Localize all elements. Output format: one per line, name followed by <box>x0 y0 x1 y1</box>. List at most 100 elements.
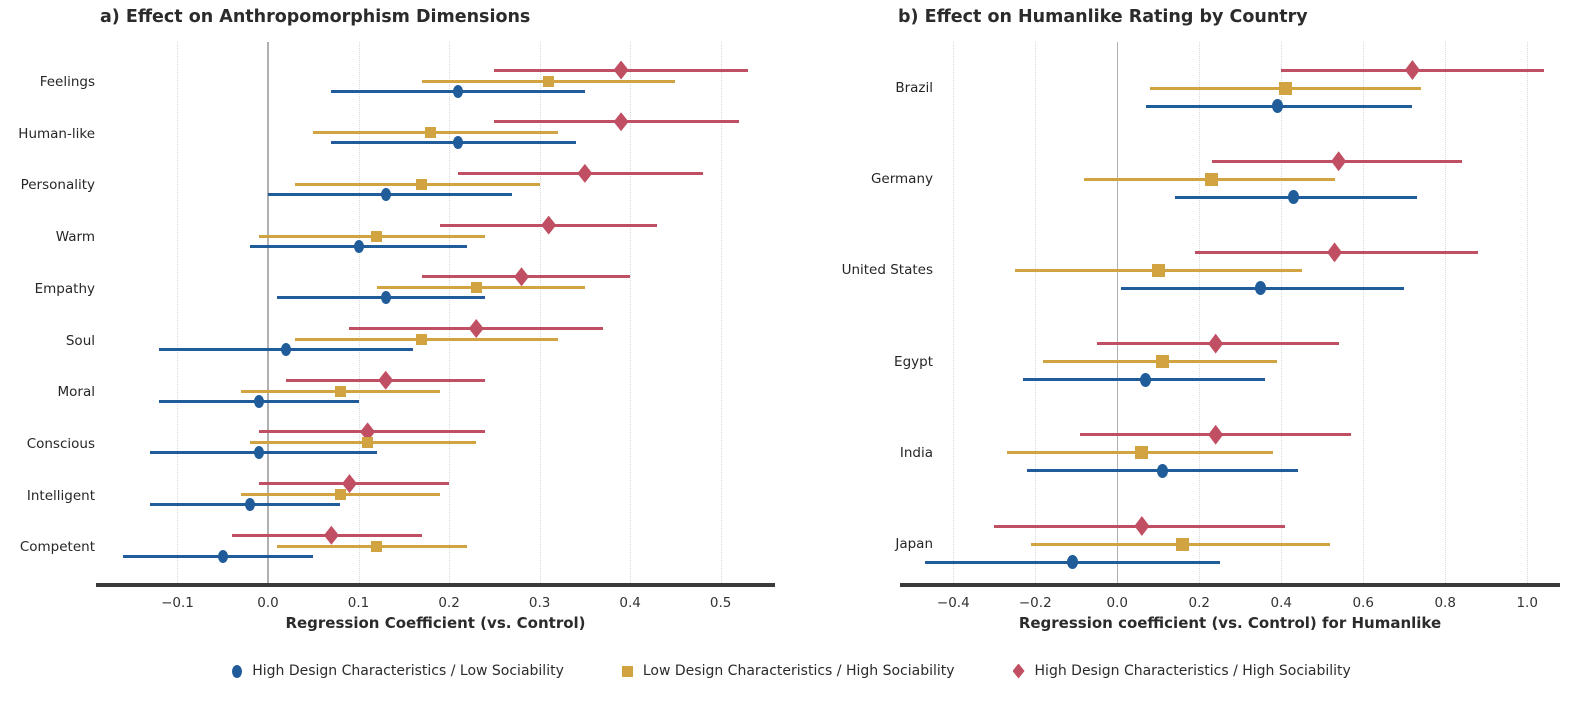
circle-data-marker <box>1066 555 1078 569</box>
circle-data-marker <box>253 446 264 460</box>
circle-data-marker <box>1255 281 1267 296</box>
gridline <box>1281 42 1283 585</box>
x-tick-label: 0.4 <box>619 595 641 611</box>
zero-reference-line <box>1116 42 1119 585</box>
gridline <box>630 42 632 585</box>
x-tick-label: 0.5 <box>709 595 732 611</box>
circle-data-marker <box>380 187 391 201</box>
circle-data-marker <box>281 343 292 356</box>
category-label: Intelligent <box>26 487 95 504</box>
legend-item-low-design-high-sociability: Low Design Characteristics / High Sociab… <box>621 663 955 679</box>
legend-item-high-design-low-sociability: High Design Characteristics / Low Sociab… <box>232 663 564 679</box>
x-tick-label: 0.0 <box>257 595 279 611</box>
square-data-marker <box>371 230 383 242</box>
x-axis-spine <box>900 583 1560 587</box>
diamond-data-marker <box>577 163 593 183</box>
panel-b-xaxis-title: Regression coefficient (vs. Control) for… <box>1018 614 1442 632</box>
legend: High Design Characteristics / Low Sociab… <box>0 663 1583 679</box>
x-tick-label: 0.0 <box>1106 595 1128 611</box>
gridline <box>1035 42 1037 585</box>
x-tick-label: 0.2 <box>438 595 460 611</box>
diamond-data-marker <box>378 370 394 390</box>
square-data-marker <box>1176 537 1190 551</box>
square-data-marker <box>543 75 555 87</box>
square-data-marker <box>470 282 482 294</box>
gridline <box>539 42 541 585</box>
gridline <box>1445 42 1447 585</box>
circle-data-marker <box>1156 463 1168 478</box>
circle-data-marker <box>217 549 228 563</box>
square-data-marker <box>1278 81 1292 95</box>
zero-reference-line <box>267 42 269 585</box>
category-label: Empathy <box>34 280 95 297</box>
panel-a-xaxis-title: Regression Coefficient (vs. Control) <box>285 614 586 632</box>
diamond-data-marker <box>541 215 557 235</box>
square-data-marker <box>371 540 383 552</box>
category-label: Japan <box>895 536 933 552</box>
circle-data-marker <box>244 498 255 512</box>
circle-data-marker <box>1288 190 1300 205</box>
square-data-marker <box>425 127 437 139</box>
diamond-data-marker <box>1134 516 1150 536</box>
square-marker-icon <box>621 665 633 677</box>
square-data-marker <box>1205 172 1219 186</box>
category-label: Germany <box>870 171 933 188</box>
category-label: Conscious <box>26 435 95 452</box>
gridline <box>358 42 360 585</box>
square-data-marker <box>416 334 428 345</box>
circle-data-marker <box>1140 372 1152 387</box>
square-data-marker <box>1151 263 1165 277</box>
category-label: Egypt <box>894 353 933 370</box>
circle-data-marker <box>353 239 364 253</box>
gridline <box>177 42 179 585</box>
category-label: Human-like <box>18 125 95 142</box>
diamond-data-marker <box>613 60 629 80</box>
diamond-data-marker <box>1208 333 1224 354</box>
circle-data-marker <box>1271 99 1283 113</box>
diamond-data-marker <box>468 319 484 338</box>
x-tick-label: 0.3 <box>528 595 551 611</box>
square-data-marker <box>1135 446 1149 460</box>
x-tick-label: 1.0 <box>1516 595 1538 611</box>
panel-b-title: b) Effect on Humanlike Rating by Country <box>898 7 1308 27</box>
diamond-marker-icon <box>1012 663 1025 679</box>
diamond-data-marker <box>323 525 339 545</box>
category-label: Soul <box>65 332 95 349</box>
circle-data-marker <box>253 394 264 408</box>
square-data-marker <box>416 178 428 190</box>
x-tick-label: 0.2 <box>1188 595 1210 611</box>
diamond-data-marker <box>1327 242 1343 263</box>
x-tick-label: −0.4 <box>936 595 970 611</box>
gridline <box>720 42 722 585</box>
diamond-data-marker <box>1331 151 1347 172</box>
category-label: Feelings <box>39 74 95 90</box>
diamond-data-marker <box>1208 424 1224 445</box>
circle-data-marker <box>380 291 391 305</box>
gridline <box>1199 42 1201 585</box>
square-data-marker <box>362 437 374 449</box>
category-label: Moral <box>57 384 95 401</box>
category-label: India <box>899 444 933 461</box>
diamond-data-marker <box>1404 60 1420 80</box>
diamond-data-marker <box>514 267 529 287</box>
circle-data-marker <box>453 84 464 98</box>
gridline <box>449 42 451 585</box>
gridline <box>1363 42 1365 585</box>
circle-data-marker <box>453 136 464 150</box>
diamond-data-marker <box>360 422 376 442</box>
legend-item-high-design-high-sociability: High Design Characteristics / High Socia… <box>1012 663 1351 679</box>
x-tick-label: 0.6 <box>1352 595 1374 611</box>
x-tick-label: −0.2 <box>1018 595 1052 611</box>
category-label: Warm <box>55 229 95 246</box>
diamond-data-marker <box>341 474 357 494</box>
diamond-data-marker <box>613 112 629 132</box>
panel-a-title: a) Effect on Anthropomorphism Dimensions <box>100 7 531 27</box>
square-data-marker <box>1155 355 1169 369</box>
legend-label: Low Design Characteristics / High Sociab… <box>642 663 955 679</box>
x-tick-label: 0.1 <box>347 595 370 611</box>
legend-label: High Design Characteristics / Low Sociab… <box>252 663 564 679</box>
square-data-marker <box>334 489 346 501</box>
legend-label: High Design Characteristics / High Socia… <box>1034 663 1351 679</box>
square-data-marker <box>334 385 346 397</box>
